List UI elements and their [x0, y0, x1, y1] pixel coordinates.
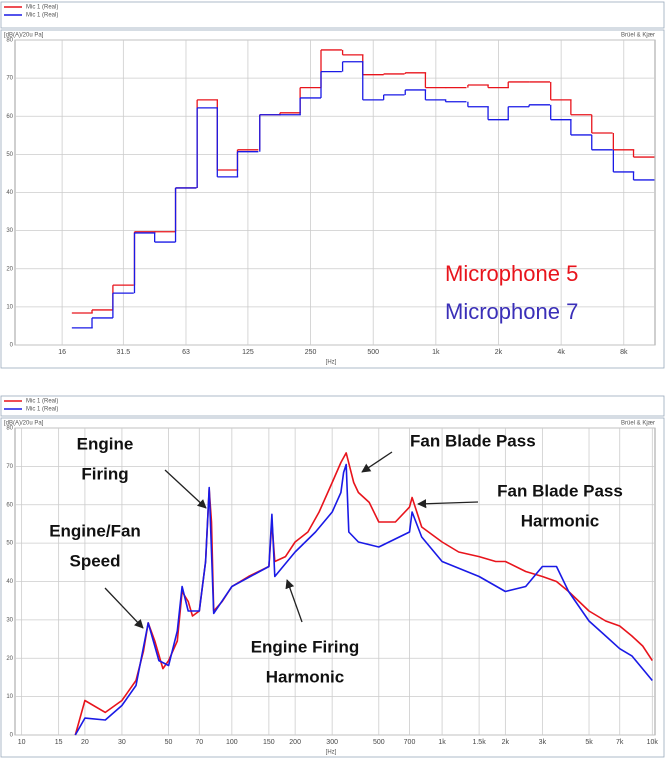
annotation-arrow: [164, 469, 207, 509]
annotation-arrow: [285, 579, 303, 623]
x-tick-label: 150: [263, 739, 275, 746]
brand: Brüel & Kjær: [621, 33, 655, 39]
y-tick-label: 70: [6, 464, 13, 470]
x-tick-label: 31.5: [117, 349, 131, 356]
annotation: Speed: [69, 551, 120, 570]
y-tick-label: 50: [6, 541, 13, 547]
x-tick-label: 63: [182, 349, 190, 356]
legend-box: [0, 395, 665, 417]
annotation: Microphone 5: [445, 261, 578, 286]
y-axis-label: [dB(A)/20u Pa]: [4, 33, 44, 39]
y-tick-label: 40: [6, 190, 13, 196]
annotation-arrow: [104, 587, 144, 629]
x-tick-label: 1k: [432, 349, 440, 356]
legend-label: Mic 1 (Real): [26, 407, 58, 413]
y-tick-label: 30: [6, 228, 13, 234]
x-tick-label: 2k: [502, 739, 510, 746]
y-tick-label: 0: [10, 733, 14, 739]
y-tick-label: 20: [6, 266, 13, 272]
legend-label: Mic 1 (Real): [26, 13, 58, 19]
y-tick-label: 60: [6, 114, 13, 120]
annotation: Engine/Fan: [49, 521, 141, 540]
y-tick-label: 40: [6, 579, 13, 585]
y-tick-label: 60: [6, 502, 13, 508]
x-axis-label: [Hz]: [326, 750, 337, 756]
x-tick-label: 50: [165, 739, 173, 746]
x-tick-label: 300: [326, 739, 338, 746]
brand: Brüel & Kjær: [621, 421, 655, 427]
x-tick-label: 10: [18, 739, 26, 746]
x-tick-label: 700: [404, 739, 416, 746]
y-tick-label: 10: [6, 694, 13, 700]
legend-label: Mic 1 (Real): [26, 399, 58, 405]
annotation: Fan Blade Pass: [497, 481, 623, 500]
x-tick-label: 70: [195, 739, 203, 746]
x-tick-label: 100: [226, 739, 238, 746]
x-tick-label: 5k: [585, 739, 593, 746]
y-tick-label: 30: [6, 617, 13, 623]
x-tick-label: 250: [305, 349, 317, 356]
x-tick-label: 1.5k: [472, 739, 486, 746]
x-tick-label: 125: [242, 349, 254, 356]
chart-frame: [0, 29, 665, 369]
annotation: Firing: [81, 464, 128, 483]
annotation-arrow: [417, 499, 479, 509]
spectrum-line: [74, 463, 653, 736]
legend-box: [0, 1, 665, 29]
x-tick-label: 500: [367, 349, 379, 356]
x-tick-label: 1k: [438, 739, 446, 746]
annotation: Engine Firing: [251, 637, 360, 656]
annotation: Engine: [77, 434, 134, 453]
y-tick-label: 80: [6, 38, 13, 44]
x-tick-label: 3k: [539, 739, 547, 746]
x-tick-label: 10k: [647, 739, 659, 746]
y-tick-label: 70: [6, 76, 13, 82]
y-tick-label: 80: [6, 426, 13, 432]
annotation-arrow: [361, 451, 393, 473]
annotation: Harmonic: [521, 511, 599, 530]
y-tick-label: 20: [6, 656, 13, 662]
x-tick-label: 30: [118, 739, 126, 746]
annotation: Fan Blade Pass: [410, 431, 536, 450]
x-tick-label: 8k: [620, 349, 628, 356]
y-axis-label: [dB(A)/20u Pa]: [4, 421, 44, 427]
x-tick-label: 20: [81, 739, 89, 746]
y-tick-label: 50: [6, 152, 13, 158]
annotation: Microphone 7: [445, 299, 578, 324]
spectrum-line: [74, 452, 653, 736]
annotation: Harmonic: [266, 667, 344, 686]
x-tick-label: 2k: [495, 349, 503, 356]
x-tick-label: 16: [58, 349, 66, 356]
x-tick-label: 500: [373, 739, 385, 746]
y-tick-label: 10: [6, 304, 13, 310]
y-tick-label: 0: [10, 343, 14, 349]
x-axis-label: [Hz]: [326, 360, 337, 366]
x-tick-label: 4k: [557, 349, 565, 356]
x-tick-label: 15: [55, 739, 63, 746]
x-tick-label: 7k: [616, 739, 624, 746]
x-tick-label: 200: [289, 739, 301, 746]
legend-label: Mic 1 (Real): [26, 5, 58, 11]
